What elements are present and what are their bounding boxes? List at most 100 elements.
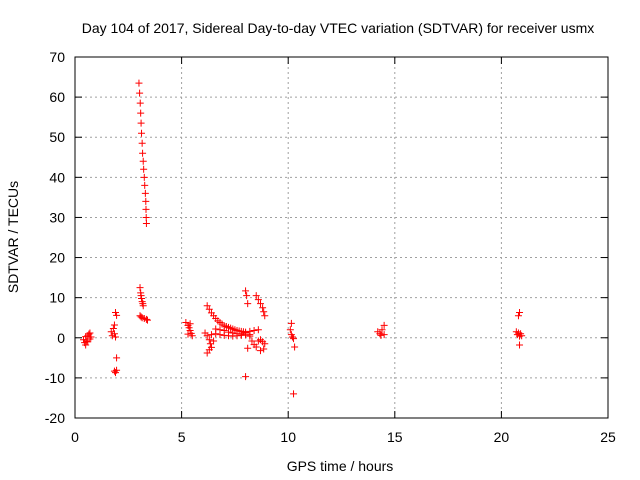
data-point-plus xyxy=(516,309,524,317)
data-point-plus xyxy=(380,331,388,339)
data-point-plus xyxy=(137,313,145,321)
data-point-plus xyxy=(137,119,145,127)
data-point-plus xyxy=(113,354,121,362)
x-tick-label: 5 xyxy=(178,429,186,445)
data-point-plus xyxy=(254,296,262,304)
data-point-plus xyxy=(229,329,237,337)
data-point-plus xyxy=(242,373,250,381)
x-tick-label: 20 xyxy=(494,429,510,445)
data-point-plus xyxy=(136,99,144,107)
data-point-plus xyxy=(261,312,269,320)
x-axis-label: GPS time / hours xyxy=(287,458,394,474)
data-point-plus xyxy=(141,181,149,189)
data-point-plus xyxy=(136,89,144,97)
data-point-plus xyxy=(244,344,252,352)
data-point-plus xyxy=(143,316,151,324)
y-tick-label: 10 xyxy=(49,290,65,306)
data-point-plus xyxy=(380,321,388,329)
data-point-plus xyxy=(142,315,150,323)
data-point-plus xyxy=(288,333,296,341)
data-point-plus xyxy=(201,329,209,337)
data-point-plus xyxy=(290,390,298,398)
y-tick-label: 0 xyxy=(57,330,65,346)
data-point-plus xyxy=(237,330,245,338)
data-point-plus xyxy=(243,292,251,300)
x-tick-label: 0 xyxy=(71,429,79,445)
data-point-plus xyxy=(256,347,264,355)
data-point-plus xyxy=(203,349,211,357)
data-point-plus xyxy=(225,328,233,336)
x-tick-label: 10 xyxy=(280,429,296,445)
data-point-plus xyxy=(376,330,384,338)
y-tick-label: 20 xyxy=(49,250,65,266)
data-point-plus xyxy=(142,205,150,213)
data-point-plus xyxy=(252,343,260,351)
data-point-plus xyxy=(188,332,196,340)
data-point-plus xyxy=(110,321,118,329)
data-point-plus xyxy=(109,325,117,333)
data-point-plus xyxy=(205,305,213,313)
data-point-plus xyxy=(112,333,120,341)
x-tick-label: 15 xyxy=(387,429,403,445)
data-point-plus xyxy=(216,326,224,334)
data-point-plus xyxy=(250,327,258,335)
data-point-plus xyxy=(242,329,250,337)
data-point-plus xyxy=(138,294,146,302)
data-point-plus xyxy=(286,326,294,334)
data-point-plus xyxy=(252,292,260,300)
data-point-plus xyxy=(260,345,268,353)
data-point-plus xyxy=(186,320,194,328)
data-point-plus xyxy=(142,197,150,205)
data-point-plus xyxy=(212,325,220,333)
data-point-plus xyxy=(256,300,264,308)
data-point-plus xyxy=(203,302,211,310)
data-point-plus xyxy=(377,331,385,339)
data-point-plus xyxy=(248,337,256,345)
data-points xyxy=(80,79,526,398)
y-tick-label: 30 xyxy=(49,209,65,225)
data-point-plus xyxy=(516,341,524,349)
y-tick-label: 50 xyxy=(49,129,65,145)
data-point-plus xyxy=(518,332,526,340)
data-point-plus xyxy=(139,302,147,310)
data-point-plus xyxy=(205,336,213,344)
data-point-plus xyxy=(290,335,298,343)
data-point-plus xyxy=(220,327,228,335)
grid xyxy=(75,57,608,418)
data-point-plus xyxy=(291,343,299,351)
data-point-plus xyxy=(139,157,147,165)
data-point-plus xyxy=(207,331,215,339)
data-point-plus xyxy=(139,149,147,157)
plot-frame xyxy=(74,56,609,419)
y-tick-label: -20 xyxy=(45,410,65,426)
data-point-plus xyxy=(141,189,149,197)
y-axis-label: SDTVAR / TECUs xyxy=(5,181,21,293)
axis-ticks xyxy=(74,56,609,419)
data-point-plus xyxy=(113,366,121,374)
data-point-plus xyxy=(254,326,262,334)
data-point-plus xyxy=(246,332,254,340)
data-point-plus xyxy=(137,109,145,117)
data-point-plus xyxy=(135,79,143,87)
axis-tick-labels: 0 5 10 15 20 25 -20 -10 0 10 20 30 40 50 60 70 xyxy=(45,49,616,445)
data-point-plus xyxy=(113,311,121,319)
y-tick-label: -10 xyxy=(45,370,65,386)
data-point-plus xyxy=(244,300,252,308)
data-point-plus xyxy=(210,337,218,345)
y-tick-label: 70 xyxy=(49,49,65,65)
data-point-plus xyxy=(142,219,150,227)
data-point-plus xyxy=(86,335,94,343)
data-point-plus xyxy=(260,308,268,316)
data-point-plus xyxy=(140,173,148,181)
data-point-plus xyxy=(86,329,94,337)
data-point-plus xyxy=(514,312,522,320)
data-point-plus xyxy=(138,129,146,137)
data-point-plus xyxy=(136,284,144,292)
data-point-plus xyxy=(140,165,148,173)
data-point-plus xyxy=(110,330,118,338)
data-point-plus xyxy=(261,340,269,348)
data-point-plus xyxy=(138,139,146,147)
y-tick-label: 60 xyxy=(49,89,65,105)
